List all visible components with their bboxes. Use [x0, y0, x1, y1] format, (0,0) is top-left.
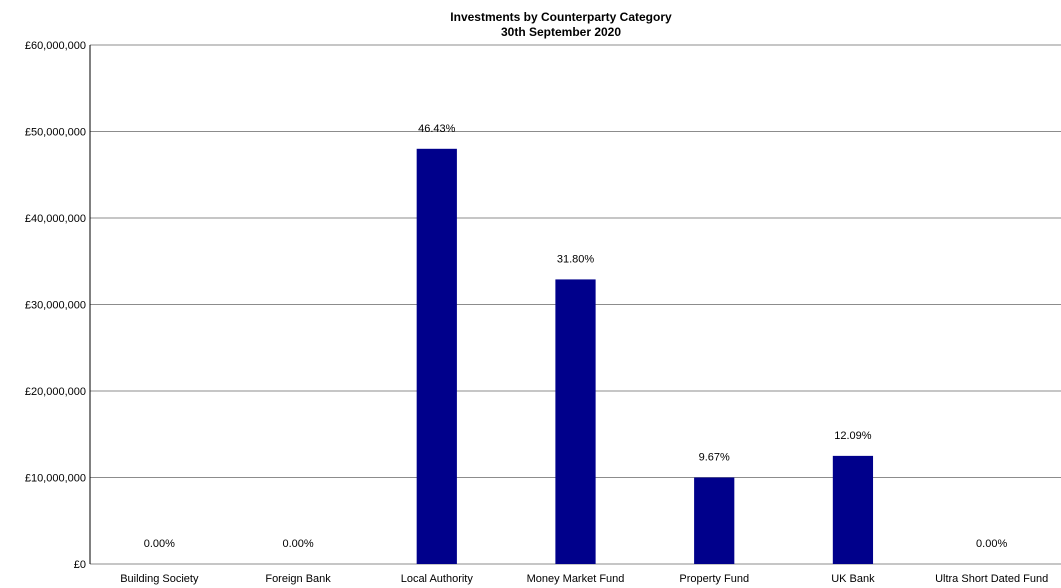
y-axis-tick-labels: £0 £10,000,000 £20,000,000 £30,000,000 £40,0… [25, 40, 86, 571]
y-tick-label: £30,000,000 [25, 300, 86, 312]
bar [416, 148, 457, 565]
y-tick-label: £60,000,000 [25, 40, 86, 52]
y-tick-label: £10,000,000 [25, 473, 86, 485]
x-tick-label: Money Market Fund [527, 573, 625, 585]
y-tick-label: £50,000,000 [25, 127, 86, 139]
bar [832, 455, 874, 564]
chart-subtitle-text: 30th September 2020 [501, 25, 621, 39]
chart-title: Investments by Counterparty Category 30t… [450, 10, 672, 39]
bar [694, 477, 735, 564]
data-labels: 0.00% 0.00% 46.43% 31.80% 9.67% 12.09% 0.00% [144, 123, 1008, 550]
x-tick-label: Building Society [120, 573, 199, 585]
data-label: 9.67% [699, 452, 730, 464]
data-label: 0.00% [976, 538, 1007, 550]
data-label: 12.09% [834, 430, 872, 442]
x-tick-label: Local Authority [401, 573, 474, 585]
bars [416, 148, 874, 565]
data-label: 31.80% [557, 253, 595, 265]
y-tick-label: £20,000,000 [25, 386, 86, 398]
data-label: 0.00% [144, 538, 175, 550]
data-label: 46.43% [418, 123, 456, 135]
data-label: 0.00% [282, 538, 313, 550]
y-tick-label: £0 [74, 559, 86, 571]
bar [555, 279, 596, 564]
chart-title-text: Investments by Counterparty Category [450, 10, 672, 24]
x-tick-label: Foreign Bank [265, 573, 331, 585]
y-tick-label: £40,000,000 [25, 213, 86, 225]
x-axis-tick-labels: Building Society Foreign Bank Local Author… [120, 573, 1048, 585]
x-tick-label: Property Fund [679, 573, 749, 585]
x-tick-label: UK Bank [831, 573, 875, 585]
x-tick-label: Ultra Short Dated Fund [935, 573, 1048, 585]
